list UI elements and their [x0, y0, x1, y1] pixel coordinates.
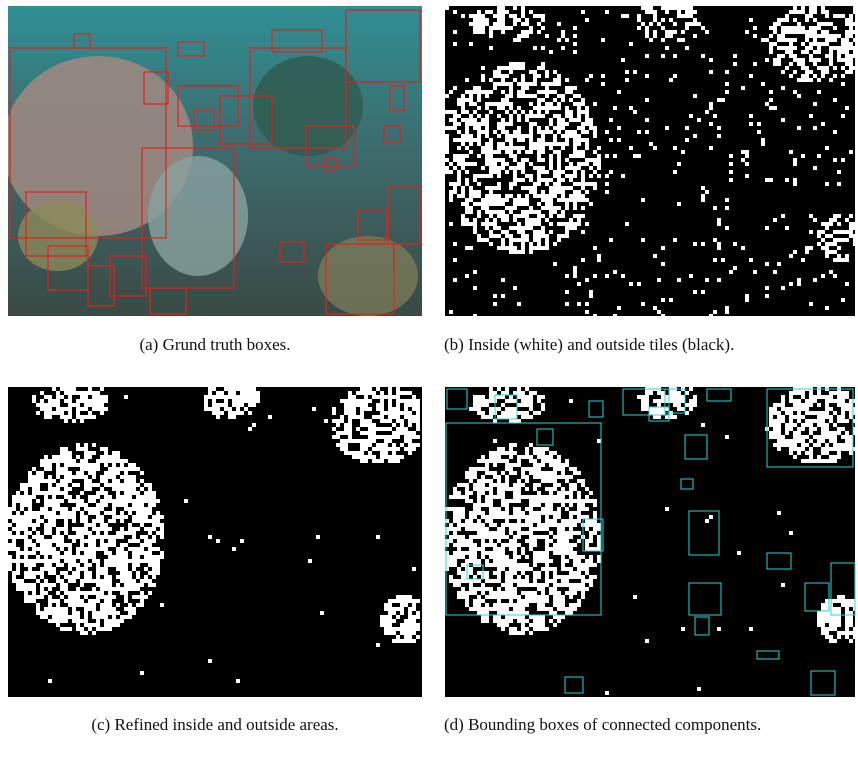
caption-d: (d) Bounding boxes of connected componen… — [444, 714, 854, 736]
caption-text: Bounding boxes of connected components. — [468, 715, 761, 734]
caption-text: Refined inside and outside areas. — [114, 715, 338, 734]
caption-label: (a) — [139, 335, 158, 354]
caption-label: (c) — [91, 715, 110, 734]
caption-text: Inside (white) and outside tiles (black)… — [468, 335, 734, 354]
caption-c: (c) Refined inside and outside areas. — [10, 714, 420, 736]
figure: (a) Grund truth boxes. (b) Inside (white… — [0, 0, 858, 762]
panel-image-b — [443, 6, 857, 316]
caption-b: (b) Inside (white) and outside tiles (bl… — [444, 334, 854, 356]
caption-text: Grund truth boxes. — [163, 335, 291, 354]
caption-a: (a) Grund truth boxes. — [10, 334, 420, 356]
panel-image-d — [443, 387, 857, 697]
caption-label: (b) — [444, 335, 464, 354]
caption-label: (d) — [444, 715, 464, 734]
panel-image-c — [8, 387, 422, 697]
panel-image-a — [8, 6, 422, 316]
